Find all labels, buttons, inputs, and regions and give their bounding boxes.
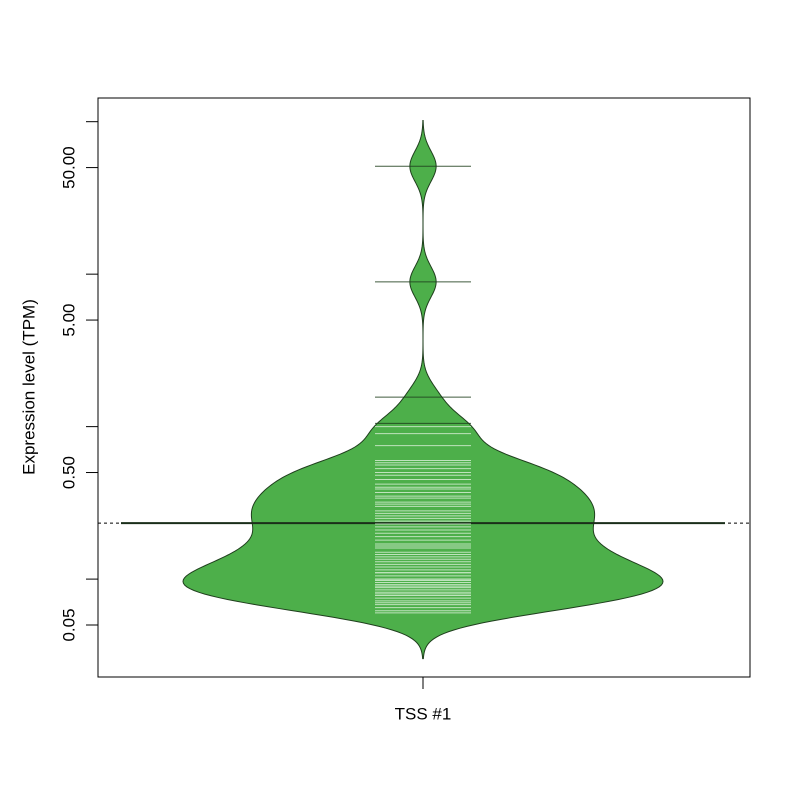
y-tick-label: 50.00 (59, 146, 78, 189)
y-axis-label: Expression level (TPM) (19, 299, 38, 475)
plot-frame (97, 97, 751, 678)
y-tick-label: 0.50 (59, 456, 78, 489)
x-tick-label: TSS #1 (395, 704, 452, 723)
y-tick-label: 0.05 (59, 608, 78, 641)
y-tick-label: 5.00 (59, 304, 78, 337)
bean (182, 120, 664, 660)
